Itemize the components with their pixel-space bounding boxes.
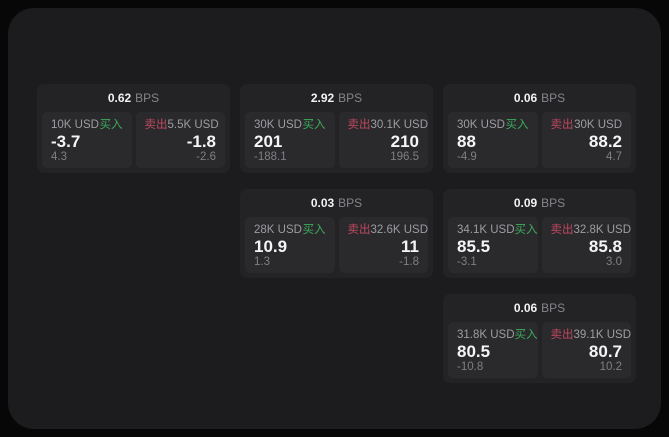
buy-panel[interactable]: 31.8K USD 买入 80.5 -10.8 — [448, 322, 538, 378]
sell-price: 88.2 — [588, 132, 622, 151]
buy-price: 80.5 — [457, 342, 491, 361]
bps-unit-label: BPS — [338, 91, 363, 105]
sell-panel[interactable]: 卖出 5.5K USD -1.8 -2.6 — [135, 112, 225, 168]
sell-amount: 5.5K USD — [167, 119, 219, 131]
buy-amount: 34.1K USD — [457, 224, 515, 236]
sell-amount: 30.1K USD — [370, 119, 429, 131]
sell-delta: 10.2 — [599, 361, 622, 373]
bps-unit-label: BPS — [135, 91, 160, 105]
quote-card[interactable]: 0.62 BPS 10K USD 买入 -3.7 4.3 卖出 5.5K USD — [37, 84, 230, 173]
buy-delta: -10.8 — [457, 361, 484, 373]
buy-panel[interactable]: 10K USD 买入 -3.7 4.3 — [42, 112, 132, 168]
sell-price: -1.8 — [186, 132, 216, 151]
buy-price: -3.7 — [51, 132, 81, 151]
sell-delta: 3.0 — [606, 256, 622, 268]
bps-header: 0.62 BPS — [42, 84, 225, 112]
buy-amount: 10K USD — [51, 119, 99, 131]
bps-header: 0.03 BPS — [245, 189, 428, 217]
buy-side-label: 买入 — [302, 119, 326, 131]
buy-price: 88 — [457, 132, 476, 151]
bps-header: 2.92 BPS — [245, 84, 428, 112]
bps-unit-label: BPS — [541, 196, 566, 210]
bps-value: 0.03 — [310, 196, 335, 210]
buy-price: 201 — [254, 132, 283, 151]
quote-card-body: 30K USD 买入 201 -188.1 卖出 30.1K USD 210 1… — [245, 112, 428, 168]
sell-delta: -2.6 — [196, 151, 216, 163]
sell-delta: 196.5 — [390, 151, 419, 163]
sell-panel[interactable]: 卖出 30.1K USD 210 196.5 — [338, 112, 429, 168]
quote-card-body: 31.8K USD 买入 80.5 -10.8 卖出 39.1K USD 80.… — [448, 322, 631, 378]
sell-panel[interactable]: 卖出 32.6K USD 11 -1.8 — [338, 217, 429, 273]
sell-amount: 32.6K USD — [370, 224, 429, 236]
quote-card-body: 34.1K USD 买入 85.5 -3.1 卖出 32.8K USD 85.8… — [448, 217, 631, 273]
buy-amount: 31.8K USD — [457, 329, 515, 341]
bps-unit-label: BPS — [541, 91, 566, 105]
buy-side-label: 买入 — [99, 119, 123, 131]
bps-value: 0.09 — [513, 196, 538, 210]
bps-header: 0.06 BPS — [448, 294, 631, 322]
sell-side-label: 卖出 — [347, 119, 371, 131]
buy-price: 10.9 — [254, 237, 288, 256]
quote-card[interactable]: 0.06 BPS 31.8K USD 买入 80.5 -10.8 卖出 39.1… — [443, 294, 636, 383]
sell-price: 210 — [390, 132, 419, 151]
buy-panel[interactable]: 30K USD 买入 201 -188.1 — [245, 112, 335, 168]
bps-unit-label: BPS — [541, 301, 566, 315]
buy-side-label: 买入 — [514, 224, 538, 236]
quote-card[interactable]: 0.03 BPS 28K USD 买入 10.9 1.3 卖出 32.6K US… — [240, 189, 433, 278]
sell-side-label: 卖出 — [550, 329, 574, 341]
sell-panel[interactable]: 卖出 30K USD 88.2 4.7 — [541, 112, 631, 168]
buy-side-label: 买入 — [302, 224, 326, 236]
sell-panel[interactable]: 卖出 39.1K USD 80.7 10.2 — [541, 322, 632, 378]
quote-card-body: 28K USD 买入 10.9 1.3 卖出 32.6K USD 11 -1.8 — [245, 217, 428, 273]
sell-side-label: 卖出 — [144, 119, 168, 131]
main-panel: 0.62 BPS 10K USD 买入 -3.7 4.3 卖出 5.5K USD — [8, 8, 661, 429]
buy-panel[interactable]: 28K USD 买入 10.9 1.3 — [245, 217, 335, 273]
sell-side-label: 卖出 — [550, 119, 574, 131]
buy-amount: 30K USD — [254, 119, 302, 131]
buy-side-label: 买入 — [514, 329, 538, 341]
buy-delta: 1.3 — [254, 256, 270, 268]
bps-value: 2.92 — [310, 91, 335, 105]
sell-delta: -1.8 — [399, 256, 419, 268]
buy-price: 85.5 — [457, 237, 491, 256]
buy-amount: 28K USD — [254, 224, 302, 236]
bps-header: 0.09 BPS — [448, 189, 631, 217]
quote-card-body: 30K USD 买入 88 -4.9 卖出 30K USD 88.2 4.7 — [448, 112, 631, 168]
bps-unit-label: BPS — [338, 196, 363, 210]
buy-panel[interactable]: 30K USD 买入 88 -4.9 — [448, 112, 538, 168]
sell-panel[interactable]: 卖出 32.8K USD 85.8 3.0 — [541, 217, 632, 273]
sell-price: 11 — [401, 237, 419, 256]
buy-panel[interactable]: 34.1K USD 买入 85.5 -3.1 — [448, 217, 538, 273]
bps-header: 0.06 BPS — [448, 84, 631, 112]
buy-amount: 30K USD — [457, 119, 505, 131]
buy-delta: -4.9 — [457, 151, 477, 163]
sell-side-label: 卖出 — [347, 224, 371, 236]
quote-card[interactable]: 2.92 BPS 30K USD 买入 201 -188.1 卖出 30.1K … — [240, 84, 433, 173]
quote-card[interactable]: 0.09 BPS 34.1K USD 买入 85.5 -3.1 卖出 32.8K… — [443, 189, 636, 278]
buy-delta: -188.1 — [254, 151, 287, 163]
sell-price: 85.8 — [588, 237, 622, 256]
buy-delta: -3.1 — [457, 256, 477, 268]
sell-price: 80.7 — [588, 342, 622, 361]
sell-amount: 39.1K USD — [573, 329, 632, 341]
buy-side-label: 买入 — [505, 119, 529, 131]
sell-amount: 30K USD — [574, 119, 622, 131]
sell-amount: 32.8K USD — [573, 224, 632, 236]
bps-value: 0.62 — [107, 91, 132, 105]
bps-value: 0.06 — [513, 91, 538, 105]
sell-delta: 4.7 — [606, 151, 622, 163]
quote-card[interactable]: 0.06 BPS 30K USD 买入 88 -4.9 卖出 30K USD — [443, 84, 636, 173]
quotes-grid: 0.62 BPS 10K USD 买入 -3.7 4.3 卖出 5.5K USD — [37, 84, 636, 383]
bps-value: 0.06 — [513, 301, 538, 315]
buy-delta: 4.3 — [51, 151, 67, 163]
sell-side-label: 卖出 — [550, 224, 574, 236]
quote-card-body: 10K USD 买入 -3.7 4.3 卖出 5.5K USD -1.8 -2.… — [42, 112, 225, 168]
